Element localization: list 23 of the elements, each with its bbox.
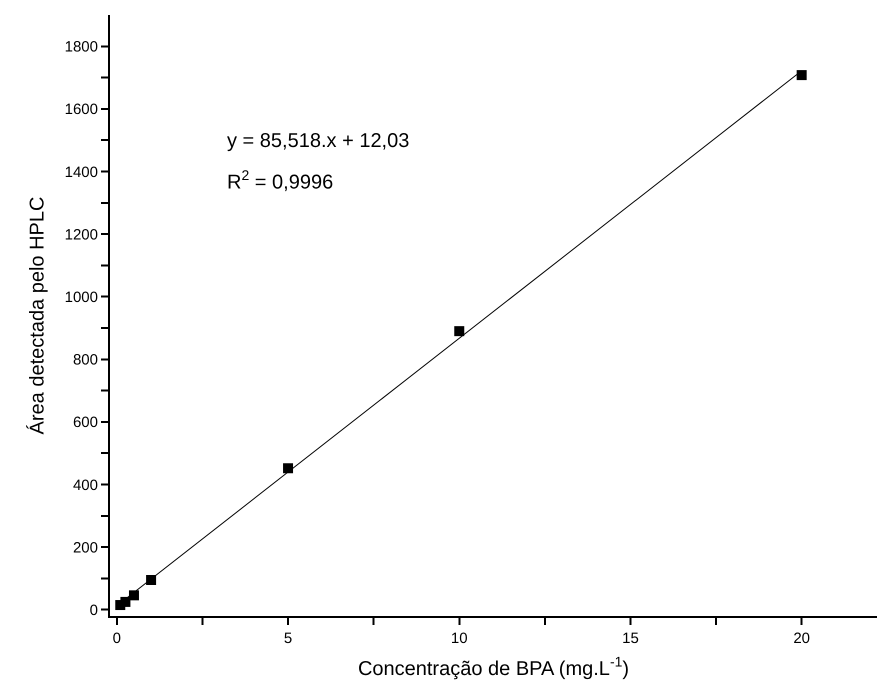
x-tick-label: 15 xyxy=(622,630,639,647)
y-tick-label: 0 xyxy=(90,602,98,619)
y-tick-label: 200 xyxy=(72,539,98,556)
y-tick-label: 1800 xyxy=(64,38,98,56)
y-axis-title: Área detectada pelo HPLC xyxy=(26,196,49,434)
annotation: R$^{2}$ = 0,9996 xyxy=(227,167,334,194)
y-tick-label: 1400 xyxy=(64,164,98,181)
x-axis-title: Concentração de BPA (mg.L$^{-1}$) xyxy=(358,654,630,680)
y-tick-label: 600 xyxy=(72,414,98,432)
y-tick-label: 800 xyxy=(72,352,98,369)
annotation: y = 85,518.x + 12,03 xyxy=(227,130,410,152)
point xyxy=(128,590,139,600)
y-tick-label: 400 xyxy=(72,476,98,494)
x-tick-label: 20 xyxy=(793,630,810,647)
point xyxy=(796,70,807,80)
y-tick-label: 1600 xyxy=(64,101,98,118)
x-tick-label: 0 xyxy=(112,630,122,647)
y-tick-label: 1000 xyxy=(64,288,98,306)
x-tick-label: 5 xyxy=(284,630,292,647)
x-tick-label: 10 xyxy=(450,630,468,647)
point xyxy=(454,326,464,336)
point xyxy=(283,463,294,474)
y-tick-label: 1200 xyxy=(64,226,98,244)
